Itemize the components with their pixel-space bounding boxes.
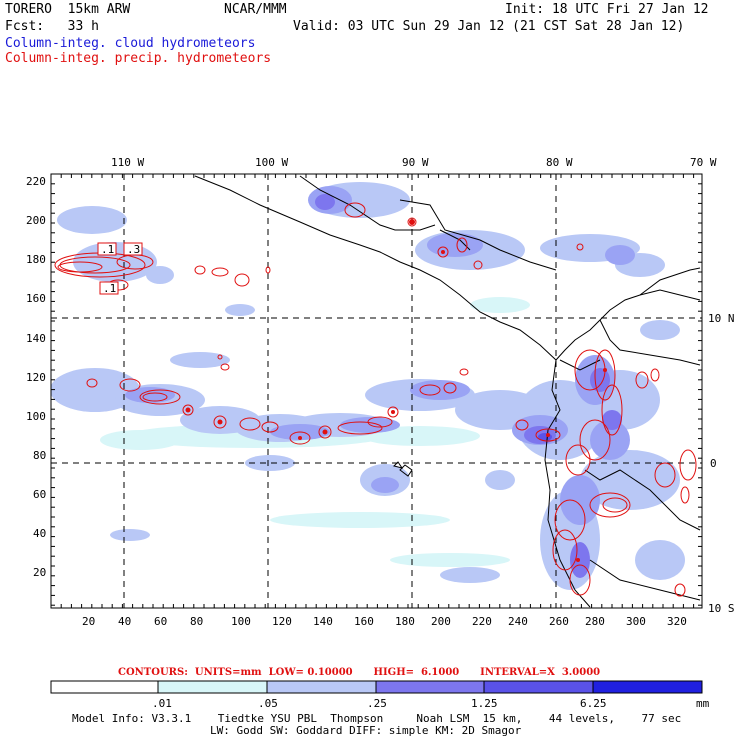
y-tick-label: 160 xyxy=(26,292,46,305)
colorbar-swatch xyxy=(483,680,594,694)
lat-lon-grid xyxy=(51,174,702,608)
y-tick-label: 200 xyxy=(26,214,46,227)
y-tick-label: 20 xyxy=(33,566,46,579)
x-tick-label: 80 xyxy=(190,615,203,628)
x-tick-label: 320 xyxy=(667,615,687,628)
x-tick-label: 100 xyxy=(231,615,251,628)
x-tick-label: 180 xyxy=(395,615,415,628)
model-info-line2: LW: Godd SW: Goddard DIFF: simple KM: 2D… xyxy=(210,724,522,737)
map-frame xyxy=(50,173,703,609)
model-info-line1: Model Info: V3.3.1 Tiedtke YSU PBL Thomp… xyxy=(72,712,682,725)
x-tick-label: 220 xyxy=(472,615,492,628)
y-tick-label: 100 xyxy=(26,410,46,423)
y-index-labels: 220 200 180 160 140 120 100 80 60 40 20 xyxy=(26,175,46,579)
valid-time: Valid: 03 UTC Sun 29 Jan 12 (21 CST Sat … xyxy=(293,19,685,34)
legend-cloud-hydrometeors: Column-integ. cloud hydrometeors xyxy=(5,36,256,51)
lat-label: 10 N xyxy=(708,312,735,325)
y-tick-label: 40 xyxy=(33,527,46,540)
y-tick-label: 140 xyxy=(26,332,46,345)
color-bar: .01 .05 .25 1.25 6.25 mm xyxy=(50,680,710,710)
latitude-labels: 10 N 0 10 S xyxy=(708,312,735,615)
colorbar-swatch xyxy=(50,680,159,694)
y-tick-label: 120 xyxy=(26,371,46,384)
colorbar-label: .05 xyxy=(258,697,278,710)
lat-label: 0 xyxy=(710,457,717,470)
colorbar-label: .01 xyxy=(152,697,172,710)
model-title: TORERO 15km ARW xyxy=(5,2,131,17)
colorbar-label: .25 xyxy=(367,697,387,710)
contour-labels: .1 .3 .1 xyxy=(97,242,143,295)
contour-label-1: .3 xyxy=(127,243,140,256)
forecast-hour: Fcst: 33 h xyxy=(5,19,99,34)
lon-label: 70 W xyxy=(690,156,717,169)
legend-precip-hydrometeors: Column-integ. precip. hydrometeors xyxy=(5,51,272,66)
precip-cores xyxy=(185,219,607,562)
lon-label: 80 W xyxy=(546,156,573,169)
colorbar-swatch xyxy=(157,680,268,694)
x-tick-label: 20 xyxy=(82,615,95,628)
lon-label: 90 W xyxy=(402,156,429,169)
contour-label-0: .1 xyxy=(101,243,114,256)
x-tick-label: 200 xyxy=(431,615,451,628)
y-tick-label: 60 xyxy=(33,488,46,501)
init-time: Init: 18 UTC Fri 27 Jan 12 xyxy=(505,2,709,17)
x-tick-label: 260 xyxy=(549,615,569,628)
x-tick-label: 300 xyxy=(626,615,646,628)
lon-label: 110 W xyxy=(111,156,144,169)
lon-label: 100 W xyxy=(255,156,288,169)
x-tick-label: 140 xyxy=(313,615,333,628)
axis-ticks xyxy=(50,173,702,608)
contour-label-2: .1 xyxy=(103,282,116,295)
x-tick-label: 120 xyxy=(272,615,292,628)
y-tick-label: 220 xyxy=(26,175,46,188)
colorbar-label: 6.25 xyxy=(580,697,607,710)
longitude-labels: 110 W 100 W 90 W 80 W 70 W xyxy=(111,156,717,169)
x-tick-label: 160 xyxy=(354,615,374,628)
cloud-shading xyxy=(51,182,685,590)
organization: NCAR/MMM xyxy=(224,2,287,17)
contour-info: CONTOURS: UNITS=mm LOW= 0.10000 HIGH= 6.… xyxy=(118,667,601,678)
y-tick-label: 180 xyxy=(26,253,46,266)
lat-label: 10 S xyxy=(708,602,735,615)
coastlines xyxy=(194,175,701,608)
colorbar-swatch xyxy=(592,680,703,694)
x-tick-label: 60 xyxy=(154,615,167,628)
colorbar-swatch xyxy=(375,680,485,694)
colorbar-swatch xyxy=(266,680,377,694)
y-tick-label: 80 xyxy=(33,449,46,462)
colorbar-label: 1.25 xyxy=(471,697,498,710)
x-index-labels: 20 40 60 80 100 120 140 160 180 200 220 … xyxy=(82,615,687,628)
x-tick-label: 40 xyxy=(118,615,131,628)
x-tick-label: 280 xyxy=(585,615,605,628)
x-tick-label: 240 xyxy=(508,615,528,628)
colorbar-units: mm xyxy=(696,697,710,710)
